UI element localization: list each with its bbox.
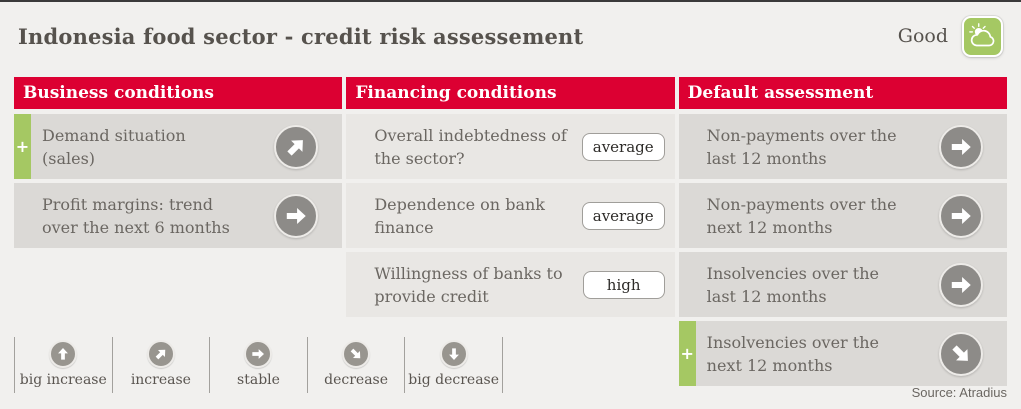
increase-arrow-icon — [274, 124, 319, 169]
table-row-nonpayments-next: Non-payments over the next 12 months — [678, 183, 1007, 248]
column-default-assessment: Default assessment Non-payments over the… — [678, 77, 1007, 386]
table-row-insolvencies-last: Insolvencies over the last 12 months — [678, 252, 1007, 317]
table-row-nonpayments-last: Non-payments over the last 12 months — [678, 114, 1007, 179]
table-row-demand-situation: + Demand situation (sales) — [14, 114, 343, 179]
value-pill-indebtedness: average — [581, 132, 665, 161]
stable-arrow-icon — [939, 262, 983, 307]
legend-item-big-decrease: big decrease — [404, 337, 502, 393]
table-row-bank-dependence: Dependence on bank finance average — [346, 183, 675, 248]
row-label: Willingness of banks to provide credit — [374, 263, 563, 306]
row-label: Insolvencies over the last 12 months — [706, 263, 879, 306]
stable-arrow-icon — [939, 124, 983, 169]
column-financing-conditions: Financing conditions Overall indebtednes… — [346, 77, 675, 386]
big-decrease-arrow-icon — [439, 340, 468, 368]
legend-label: increase — [130, 372, 191, 388]
column-business-conditions: Business conditions + Demand situation (… — [14, 77, 343, 386]
assessment-table: Business conditions + Demand situation (… — [14, 77, 1007, 386]
row-label: Demand situation (sales) — [42, 125, 186, 168]
source-credit: Source: Atradius — [911, 385, 1007, 400]
page-title: Indonesia food sector - credit risk asse… — [18, 24, 584, 49]
top-border-line — [0, 0, 1021, 2]
stable-arrow-icon — [244, 340, 273, 368]
decrease-arrow-icon — [939, 331, 983, 376]
stable-arrow-icon — [274, 193, 319, 238]
positive-change-indicator: + — [678, 321, 696, 386]
stable-arrow-icon — [939, 193, 983, 238]
row-label: Non-payments over the next 12 months — [706, 194, 897, 237]
table-row-indebtedness: Overall indebtedness of the sector? aver… — [346, 114, 675, 179]
positive-change-indicator: + — [14, 114, 31, 179]
column-header-financing-conditions: Financing conditions — [346, 77, 675, 109]
decrease-arrow-icon — [342, 340, 371, 368]
rating-label: Good — [897, 25, 948, 47]
legend-item-stable: stable — [209, 337, 307, 393]
column-header-default-assessment: Default assessment — [678, 77, 1007, 109]
row-label: Profit margins: trend over the next 6 mo… — [42, 194, 230, 237]
value-pill-bank-dependence: average — [581, 201, 665, 230]
overall-rating: Good — [898, 16, 1003, 57]
row-label: Insolvencies over the next 12 months — [706, 332, 879, 375]
table-row-profit-margins: Profit margins: trend over the next 6 mo… — [14, 183, 343, 248]
partly-cloudy-icon — [962, 16, 1003, 57]
big-increase-arrow-icon — [49, 340, 78, 368]
row-label: Overall indebtedness of the sector? — [374, 125, 567, 168]
legend-label: big increase — [19, 372, 107, 388]
legend-label: stable — [237, 372, 280, 388]
legend-item-increase: increase — [111, 337, 210, 393]
legend-item-big-increase: big increase — [14, 337, 112, 393]
table-row-insolvencies-next: + Insolvencies over the next 12 months — [678, 321, 1007, 386]
legend-label: big decrease — [408, 372, 500, 388]
value-pill-bank-willingness: high — [582, 270, 665, 299]
legend-label: decrease — [324, 372, 389, 388]
legend-item-decrease: decrease — [306, 337, 405, 393]
row-label: Dependence on bank finance — [374, 194, 545, 237]
trend-legend: big increase increase stable decrease bi… — [14, 337, 503, 393]
row-label: Non-payments over the last 12 months — [706, 125, 897, 168]
increase-arrow-icon — [146, 340, 175, 368]
column-header-business-conditions: Business conditions — [14, 77, 343, 109]
table-row-bank-willingness: Willingness of banks to provide credit h… — [346, 252, 675, 317]
